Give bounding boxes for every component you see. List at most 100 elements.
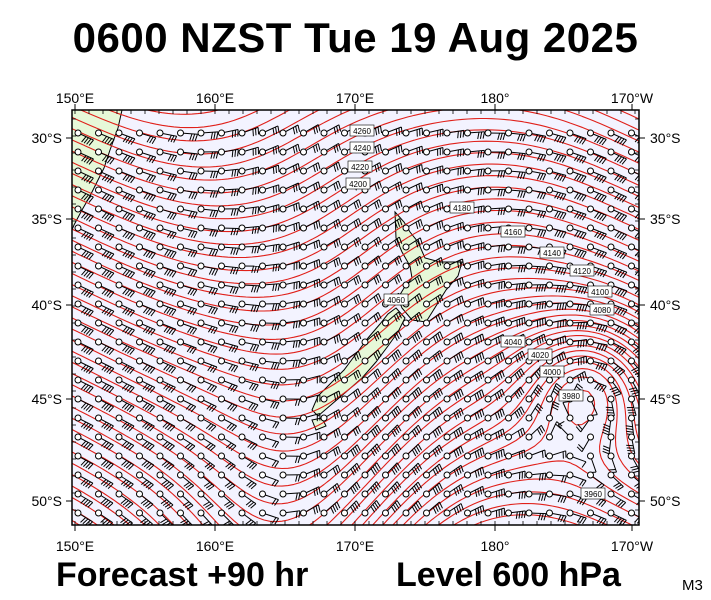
wind-barb xyxy=(218,357,239,373)
wind-barb xyxy=(443,426,464,441)
wind-barb xyxy=(566,300,588,312)
wind-barb xyxy=(566,509,587,525)
wind-barb xyxy=(320,409,341,422)
wind-barb xyxy=(423,368,443,384)
wind-barb xyxy=(74,224,94,241)
wind-barb xyxy=(443,369,464,384)
wind-barb xyxy=(566,129,587,145)
wind-barb xyxy=(525,403,544,422)
wind-barb xyxy=(361,199,382,213)
wind-barb xyxy=(402,443,423,460)
wind-barb xyxy=(238,395,259,411)
contour-label: 4240 xyxy=(349,141,375,154)
lat-tick-right: 30°S xyxy=(650,130,681,146)
wind-barb xyxy=(320,446,341,460)
wind-barb xyxy=(238,300,260,313)
wind-barb xyxy=(197,300,218,315)
wind-barb xyxy=(361,387,382,403)
wind-barb xyxy=(607,490,627,508)
wind-barb xyxy=(566,186,587,202)
wind-barb xyxy=(361,500,381,517)
wind-barb xyxy=(115,224,136,241)
wind-barb xyxy=(484,507,505,518)
wind-barb xyxy=(279,471,301,482)
wind-barb xyxy=(423,201,444,213)
wind-barb xyxy=(197,129,219,140)
wind-barb xyxy=(259,471,279,487)
wind-barb xyxy=(300,449,321,460)
wind-barb xyxy=(382,236,403,251)
wind-barb xyxy=(238,452,258,470)
wind-barb xyxy=(74,129,94,146)
wind-barb xyxy=(525,205,547,219)
wind-barb xyxy=(464,260,485,270)
wind-barb xyxy=(238,319,260,332)
wind-barb xyxy=(136,433,155,451)
wind-barb xyxy=(259,300,280,311)
lon-tick-bottom: 150°E xyxy=(56,538,94,554)
svg-text:4240: 4240 xyxy=(353,144,371,153)
wind-barb xyxy=(341,369,362,384)
wind-barb xyxy=(423,406,443,422)
wind-barb xyxy=(279,261,300,271)
wind-barb xyxy=(505,470,526,480)
wind-barb xyxy=(95,186,115,203)
wind-barb xyxy=(464,278,485,289)
wind-barb xyxy=(156,452,175,471)
wind-barb xyxy=(382,274,403,289)
wind-barb xyxy=(177,490,194,510)
wind-barb xyxy=(546,471,567,483)
wind-barb xyxy=(177,205,198,219)
wind-barb xyxy=(279,124,301,137)
wind-barb xyxy=(505,243,526,254)
contour-label: 4260 xyxy=(349,124,375,137)
wind-barb xyxy=(341,293,362,308)
wind-barb xyxy=(177,281,198,297)
wind-barb xyxy=(238,471,257,490)
wind-barb xyxy=(402,200,424,213)
wind-barb xyxy=(279,182,301,194)
wind-barb xyxy=(423,128,444,138)
wind-barb xyxy=(259,376,280,390)
wind-barb xyxy=(341,425,361,441)
model-code: M3 xyxy=(682,577,703,594)
wind-barb xyxy=(320,237,341,251)
lon-tick-top: 170°E xyxy=(336,90,374,106)
contour-label: 4060 xyxy=(383,293,409,306)
contour-label: 4180 xyxy=(449,201,475,214)
wind-barb xyxy=(279,319,301,329)
wind-barb xyxy=(320,371,342,384)
wind-barb xyxy=(259,164,280,175)
forecast-label: Forecast +90 hr xyxy=(56,556,309,594)
wind-barb xyxy=(300,356,321,365)
wind-barb xyxy=(361,255,382,270)
lat-tick-left: 50°S xyxy=(31,493,62,509)
wind-barb xyxy=(587,148,607,165)
svg-text:4260: 4260 xyxy=(353,127,371,136)
wind-barb xyxy=(136,452,155,471)
wind-barb xyxy=(197,148,219,159)
wind-barb xyxy=(443,185,464,194)
wind-barb xyxy=(587,167,607,184)
wind-barb xyxy=(218,338,239,353)
wind-barb xyxy=(505,427,526,441)
wind-barb xyxy=(341,312,362,327)
svg-text:4060: 4060 xyxy=(387,296,405,305)
level-label: Level 600 hPa xyxy=(396,556,621,594)
wind-barb xyxy=(136,300,156,317)
wind-barb xyxy=(197,186,219,198)
wind-barb xyxy=(197,509,213,525)
wind-barb xyxy=(300,317,321,327)
wind-barb xyxy=(74,452,94,470)
wind-barb xyxy=(423,350,444,365)
wind-barb xyxy=(402,218,423,232)
wind-barb xyxy=(484,205,506,216)
wind-barb xyxy=(259,223,280,233)
wind-barb xyxy=(382,500,402,517)
wind-barb xyxy=(320,218,341,232)
wind-barb xyxy=(566,243,587,259)
wind-barb xyxy=(341,407,362,422)
wind-barb xyxy=(382,386,402,403)
map-ticks xyxy=(66,104,645,531)
wind-barb xyxy=(279,490,301,501)
